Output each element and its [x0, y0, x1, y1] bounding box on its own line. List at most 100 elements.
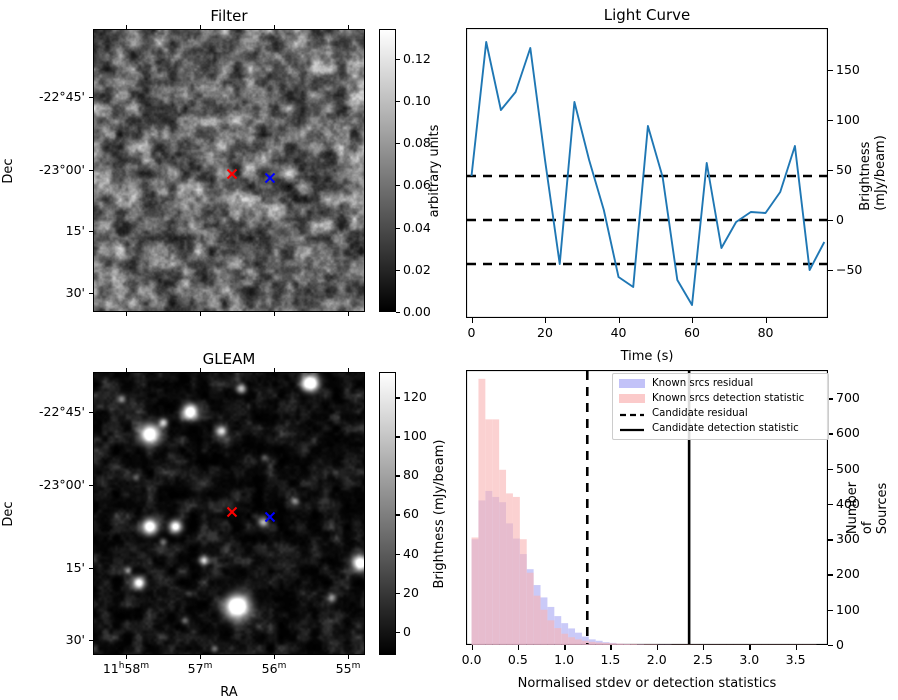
filter-cb-tick-mark-4 — [396, 143, 400, 144]
light-curve-xtick-mark-2 — [619, 318, 620, 323]
light-curve-xtick-mark-4 — [766, 318, 767, 323]
light-curve-xtick-2: 40 — [599, 325, 639, 340]
legend-swatch-1 — [619, 394, 645, 403]
histogram-bar — [596, 643, 603, 645]
histogram-bar — [527, 573, 534, 645]
filter-xtick-top-2 — [274, 25, 275, 29]
gleam-colorbar — [379, 372, 396, 655]
light-curve-ytick-3: 100 — [836, 112, 860, 127]
gleam-sky-image — [94, 373, 364, 654]
filter-ylabel: Dec — [1, 158, 16, 183]
histogram-ytick-mark-4 — [828, 504, 833, 505]
light-curve-ytick-2: 50 — [836, 162, 852, 177]
filter-sky-image — [94, 30, 364, 311]
light-curve-xtick-1: 20 — [525, 325, 565, 340]
filter-image-panel — [93, 29, 365, 312]
histogram-xtick-7: 3.5 — [774, 652, 818, 667]
light-curve-ytick-mark-0 — [828, 270, 833, 271]
light-curve-ylabel: Brightness (mJy/beam) — [858, 135, 888, 211]
gleam-cb-tick-0: 0 — [403, 624, 411, 639]
light-curve-xtick-mark-3 — [692, 318, 693, 323]
gleam-xtick-3: 55m — [314, 661, 382, 676]
gleam-ytick-mark-0 — [89, 412, 93, 413]
legend-label-2: Candidate residual — [652, 407, 748, 421]
legend-label-3: Candidate detection statistic — [652, 422, 799, 436]
filter-ytick-2: 15' — [0, 223, 85, 238]
histogram-ytick-mark-0 — [828, 645, 833, 646]
light-curve-xtick-mark-1 — [545, 318, 546, 323]
light-curve-xtick-3: 60 — [672, 325, 712, 340]
gleam-xtick-mark-3 — [348, 655, 349, 659]
light-curve-xlabel: Time (s) — [466, 349, 828, 364]
histogram-ytick-2: 200 — [836, 566, 860, 581]
histogram-ytick-mark-5 — [828, 469, 833, 470]
histogram-bar — [472, 537, 479, 645]
filter-cb-tick-1: 0.02 — [403, 262, 431, 277]
gleam-ytick-mark-1 — [89, 485, 93, 486]
filter-cb-tick-mark-2 — [396, 228, 400, 229]
histogram-bar — [616, 644, 623, 645]
light-curve-ytick-mark-1 — [828, 220, 833, 221]
gleam-xtick-2: 56m — [240, 661, 308, 676]
gleam-xtick-top-0 — [126, 368, 127, 372]
histogram-xtick-5: 2.5 — [681, 652, 725, 667]
filter-xtick-top-1 — [200, 25, 201, 29]
histogram-bar — [520, 539, 527, 645]
histogram-xtick-mark-0 — [472, 645, 473, 650]
light-curve-plot-area — [466, 28, 828, 318]
light-curve-ytick-mark-4 — [828, 70, 833, 71]
filter-xtick-top-0 — [126, 25, 127, 29]
histogram-bar — [575, 639, 582, 645]
filter-ytick-mark-3 — [89, 293, 93, 294]
legend-label-0: Known srcs residual — [652, 377, 753, 391]
histogram-bar — [568, 637, 575, 645]
histogram-xtick-mark-6 — [749, 645, 750, 650]
gleam-xtick-mark-1 — [200, 655, 201, 659]
histogram-bar — [603, 643, 610, 645]
histogram-xtick-4: 2.0 — [635, 652, 679, 667]
gleam-cb-tick-3: 60 — [403, 506, 419, 521]
histogram-bar — [582, 641, 589, 645]
gleam-ytick-mark-2 — [89, 568, 93, 569]
gleam-ytick-1: -23°00' — [0, 477, 85, 492]
light-curve-ytick-4: 150 — [836, 62, 860, 77]
legend-swatch-2 — [619, 408, 645, 421]
light-curve-title: Light Curve — [466, 6, 828, 24]
filter-cb-tick-mark-3 — [396, 185, 400, 186]
filter-colorbar-label: arbitrary units — [427, 124, 442, 217]
histogram-xtick-2: 1.0 — [542, 652, 586, 667]
histogram-ytick-1: 100 — [836, 602, 860, 617]
histogram-xtick-mark-1 — [518, 645, 519, 650]
filter-cb-tick-mark-5 — [396, 101, 400, 102]
histogram-bar — [506, 493, 513, 645]
histogram-xtick-0: 0.0 — [450, 652, 494, 667]
gleam-cb-tick-mark-2 — [396, 554, 400, 555]
histogram-bar — [637, 644, 644, 645]
gleam-xlabel: RA — [93, 685, 365, 700]
histogram-bar — [513, 497, 520, 645]
gleam-cb-tick-mark-3 — [396, 514, 400, 515]
gleam-ytick-2: 15' — [0, 560, 85, 575]
filter-ytick-3: 30' — [0, 285, 85, 300]
gleam-cb-tick-6: 120 — [403, 389, 427, 404]
gleam-cb-tick-1: 20 — [403, 585, 419, 600]
gleam-ytick-0: -22°45' — [0, 404, 85, 419]
gleam-ytick-3: 30' — [0, 632, 85, 647]
gleam-xtick-mark-0 — [126, 655, 127, 659]
filter-cb-tick-0: 0.00 — [403, 304, 431, 319]
histogram-xtick-mark-4 — [657, 645, 658, 650]
gleam-xtick-top-1 — [200, 368, 201, 372]
histogram-ytick-mark-1 — [828, 610, 833, 611]
filter-xtick-top-3 — [348, 25, 349, 29]
light-curve-ytick-1: 0 — [836, 212, 844, 227]
gleam-panel-title: GLEAM — [93, 350, 365, 368]
histogram-bar — [561, 634, 568, 645]
light-curve-ytick-mark-2 — [828, 170, 833, 171]
filter-cb-tick-mark-1 — [396, 270, 400, 271]
gleam-cb-tick-mark-6 — [396, 397, 400, 398]
histogram-bar — [541, 610, 548, 645]
histogram-ytick-7: 700 — [836, 390, 860, 405]
gleam-xtick-1: 57m — [166, 661, 234, 676]
filter-xtick-0 — [126, 312, 127, 316]
filter-xtick-2 — [274, 312, 275, 316]
